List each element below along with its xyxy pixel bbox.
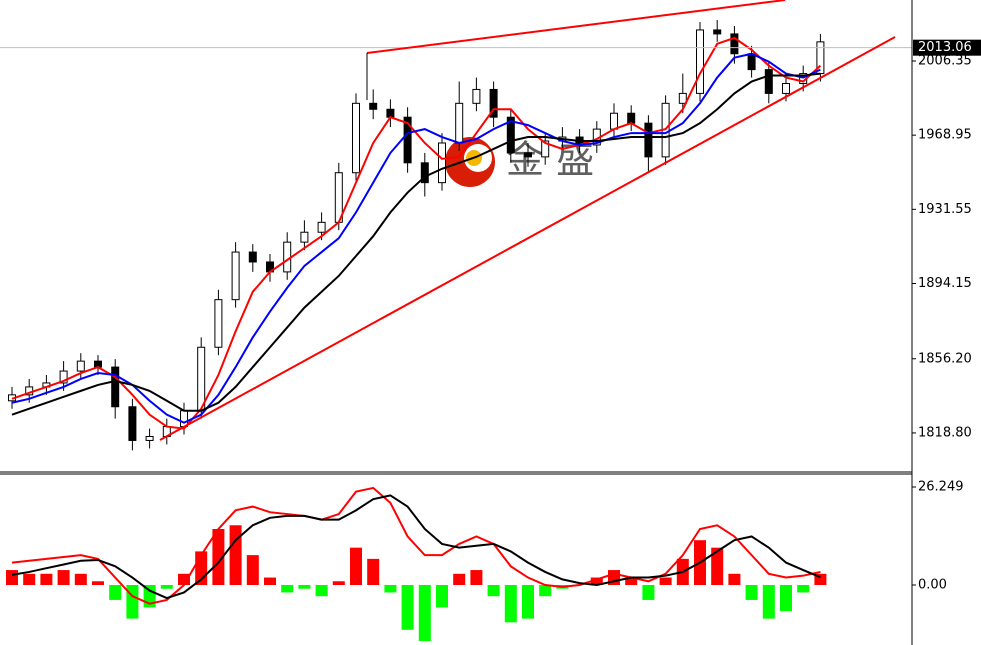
- trend-line: [159, 36, 896, 441]
- line-series: [11, 36, 822, 430]
- y-tick-label: 1818.80: [918, 425, 972, 440]
- histogram-bar: [298, 585, 311, 589]
- last-price-label: 2013.06: [918, 40, 972, 55]
- candle-body: [180, 410, 188, 428]
- candle-body: [713, 29, 722, 35]
- y-tick-label: 1856.20: [918, 351, 972, 366]
- candle-body: [352, 102, 360, 174]
- candle-body: [438, 142, 446, 184]
- histogram-bar: [367, 558, 380, 586]
- candle-body: [696, 29, 704, 94]
- y-tick-label: 26.249: [918, 479, 964, 494]
- candle-body: [300, 231, 309, 243]
- y-tick-label: 1968.95: [918, 128, 972, 143]
- candle-body: [455, 102, 464, 144]
- candle-body: [283, 241, 292, 273]
- histogram-bar: [74, 573, 87, 586]
- histogram-bar: [23, 573, 36, 586]
- candle-body: [678, 92, 687, 104]
- candle-body: [627, 112, 636, 124]
- candle-body: [248, 251, 257, 263]
- trend-line: [366, 0, 786, 54]
- candle-body: [145, 435, 154, 441]
- candle-body: [472, 88, 481, 104]
- candle-body: [782, 82, 790, 94]
- candle-body: [76, 360, 85, 372]
- histogram-bar: [659, 577, 672, 586]
- histogram-bar: [332, 581, 345, 586]
- histogram-bar: [522, 585, 534, 619]
- candle-body: [420, 162, 429, 184]
- histogram-bar: [642, 585, 655, 600]
- candle-body: [747, 53, 756, 71]
- histogram-bar: [780, 585, 792, 612]
- histogram-bar: [57, 570, 70, 586]
- candle-body: [524, 152, 532, 158]
- histogram-bar: [590, 577, 603, 586]
- histogram-bar: [40, 573, 53, 586]
- last-price-box: [913, 39, 981, 56]
- candle-body: [489, 88, 498, 118]
- histogram-bar: [246, 555, 259, 586]
- histogram-bar: [315, 585, 328, 597]
- line-series: [11, 72, 821, 416]
- candle-body: [506, 116, 515, 154]
- y-tick-label: 0.00: [918, 578, 947, 593]
- histogram-bar: [384, 585, 397, 593]
- candle-body: [386, 108, 395, 118]
- histogram-bar: [797, 585, 810, 593]
- histogram-bar: [6, 570, 18, 586]
- line-series: [11, 52, 821, 424]
- histogram-bar: [212, 528, 225, 586]
- histogram-bar: [711, 547, 724, 586]
- histogram-bar: [229, 525, 242, 586]
- histogram-bar: [504, 585, 517, 623]
- candle-body: [317, 221, 326, 233]
- histogram-bar: [453, 573, 466, 586]
- histogram-bar: [350, 547, 362, 586]
- y-tick-label: 1894.15: [918, 276, 972, 291]
- y-tick-label: 1931.55: [918, 202, 972, 217]
- candle-body: [403, 116, 412, 164]
- histogram-bar: [281, 585, 294, 593]
- histogram-bar: [728, 573, 741, 586]
- histogram-bar: [109, 585, 122, 600]
- histogram-bar: [625, 577, 638, 586]
- candle-body: [610, 112, 618, 130]
- histogram-bar: [487, 585, 500, 597]
- candle-body: [214, 299, 223, 348]
- line-series: [11, 486, 821, 605]
- y-tick-label: 2006.35: [918, 53, 972, 68]
- candle-body: [730, 33, 739, 55]
- candle-body: [111, 366, 120, 408]
- candle-body: [541, 140, 550, 158]
- histogram-bar: [126, 585, 139, 619]
- candle-body: [764, 69, 773, 94]
- histogram-bar: [814, 573, 827, 586]
- histogram-bar: [745, 585, 758, 600]
- line-series: [11, 494, 821, 600]
- candle-body: [128, 406, 137, 441]
- histogram-bar: [401, 585, 414, 630]
- histogram-bar: [436, 585, 448, 608]
- candle-body: [197, 346, 206, 412]
- histogram-bar: [418, 585, 431, 642]
- candle-body: [369, 102, 378, 110]
- candle-body: [231, 251, 240, 301]
- histogram-bar: [92, 581, 104, 586]
- candle-body: [644, 122, 653, 158]
- histogram-bar: [264, 577, 276, 586]
- histogram-bar: [178, 573, 190, 586]
- histogram-bar: [762, 585, 775, 619]
- candle-body: [59, 370, 68, 384]
- histogram-bar: [160, 585, 173, 589]
- histogram-bar: [539, 585, 552, 597]
- watermark-logo: [445, 137, 495, 187]
- histogram-bar: [470, 570, 483, 586]
